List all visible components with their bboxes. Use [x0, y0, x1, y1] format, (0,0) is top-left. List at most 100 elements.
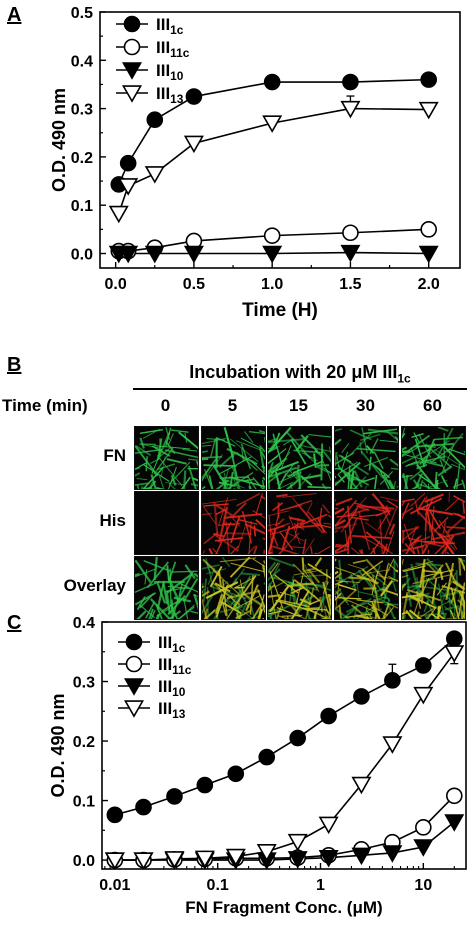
fiber: [360, 450, 384, 479]
fiber: [462, 611, 465, 619]
micrograph-overlay-60: [401, 556, 466, 620]
fiber: [299, 513, 328, 526]
x-tick-label: 10: [414, 877, 432, 894]
fiber: [356, 599, 384, 604]
fiber: [402, 507, 414, 516]
time-label: Time (min): [2, 396, 88, 415]
fiber: [236, 451, 258, 471]
fiber: [281, 462, 295, 482]
fiber: [456, 463, 461, 489]
fiber: [335, 524, 349, 530]
fiber: [307, 486, 331, 489]
fiber: [335, 569, 341, 609]
fiber: [411, 432, 424, 439]
fiber: [357, 569, 379, 596]
fiber: [338, 461, 359, 475]
fiber: [335, 558, 337, 562]
data-point: [418, 245, 439, 264]
fiber: [422, 481, 430, 489]
fiber: [428, 509, 442, 530]
fiber: [437, 613, 446, 619]
fiber: [173, 596, 192, 603]
fiber: [443, 613, 447, 619]
fiber: [355, 614, 370, 619]
fiber: [288, 504, 303, 509]
fiber: [268, 461, 274, 481]
fiber: [307, 563, 331, 580]
fiber: [385, 430, 398, 442]
fiber: [383, 558, 395, 580]
data-point: [340, 100, 361, 119]
fiber: [463, 451, 465, 454]
fiber: [396, 486, 398, 488]
fiber: [268, 427, 292, 453]
fiber: [308, 434, 331, 438]
fiber: [202, 498, 237, 505]
fiber: [272, 433, 282, 463]
fiber: [347, 505, 353, 544]
fiber: [368, 456, 372, 471]
data-point: [413, 839, 434, 857]
fiber: [359, 506, 370, 512]
fiber: [384, 506, 398, 538]
fiber: [204, 608, 208, 619]
fiber: [424, 493, 444, 503]
fiber: [402, 445, 421, 458]
fiber: [450, 587, 457, 604]
fiber: [335, 545, 342, 548]
fiber: [402, 501, 405, 507]
fiber: [302, 539, 307, 554]
fiber: [379, 439, 398, 443]
fiber: [402, 428, 406, 440]
panel-b-label: B: [7, 354, 22, 376]
fiber: [389, 458, 398, 467]
fiber: [275, 611, 279, 619]
fiber: [183, 598, 189, 619]
fiber: [336, 456, 340, 467]
fiber: [335, 530, 339, 533]
fiber: [460, 611, 464, 619]
micrograph-fn-60: [401, 426, 466, 490]
fiber: [160, 456, 166, 477]
fiber: [293, 522, 305, 531]
fiber: [415, 463, 438, 489]
fiber: [219, 476, 249, 480]
micrograph-overlay-5: [201, 556, 266, 620]
fiber: [323, 522, 331, 525]
fiber: [430, 613, 441, 619]
data-point: [382, 736, 403, 754]
data-point: [225, 848, 246, 867]
series-markers-III1c: [110, 71, 437, 193]
fiber: [136, 478, 148, 481]
data-point: [196, 776, 214, 794]
fiber: [136, 610, 147, 619]
series-markers-III1c: [106, 630, 463, 824]
fiber: [236, 526, 246, 552]
fiber: [135, 482, 149, 486]
fiber: [229, 471, 234, 489]
fiber: [356, 583, 360, 599]
fiber: [388, 523, 396, 535]
fiber: [337, 473, 345, 483]
fiber: [135, 559, 152, 583]
fiber: [349, 432, 373, 456]
data-point: [146, 111, 164, 129]
data-point: [118, 178, 139, 196]
fiber: [229, 515, 241, 527]
fiber: [148, 608, 154, 619]
fiber: [300, 434, 319, 452]
fiber: [301, 557, 305, 571]
fiber: [431, 578, 438, 605]
fiber: [257, 594, 265, 619]
fiber: [320, 456, 331, 482]
fiber: [413, 591, 422, 616]
fiber: [212, 582, 241, 606]
fiber: [209, 565, 223, 588]
fiber: [275, 518, 285, 528]
fiber: [260, 451, 265, 461]
fiber: [250, 606, 256, 619]
fiber: [215, 436, 236, 447]
fiber: [178, 583, 184, 597]
fiber: [180, 476, 191, 489]
